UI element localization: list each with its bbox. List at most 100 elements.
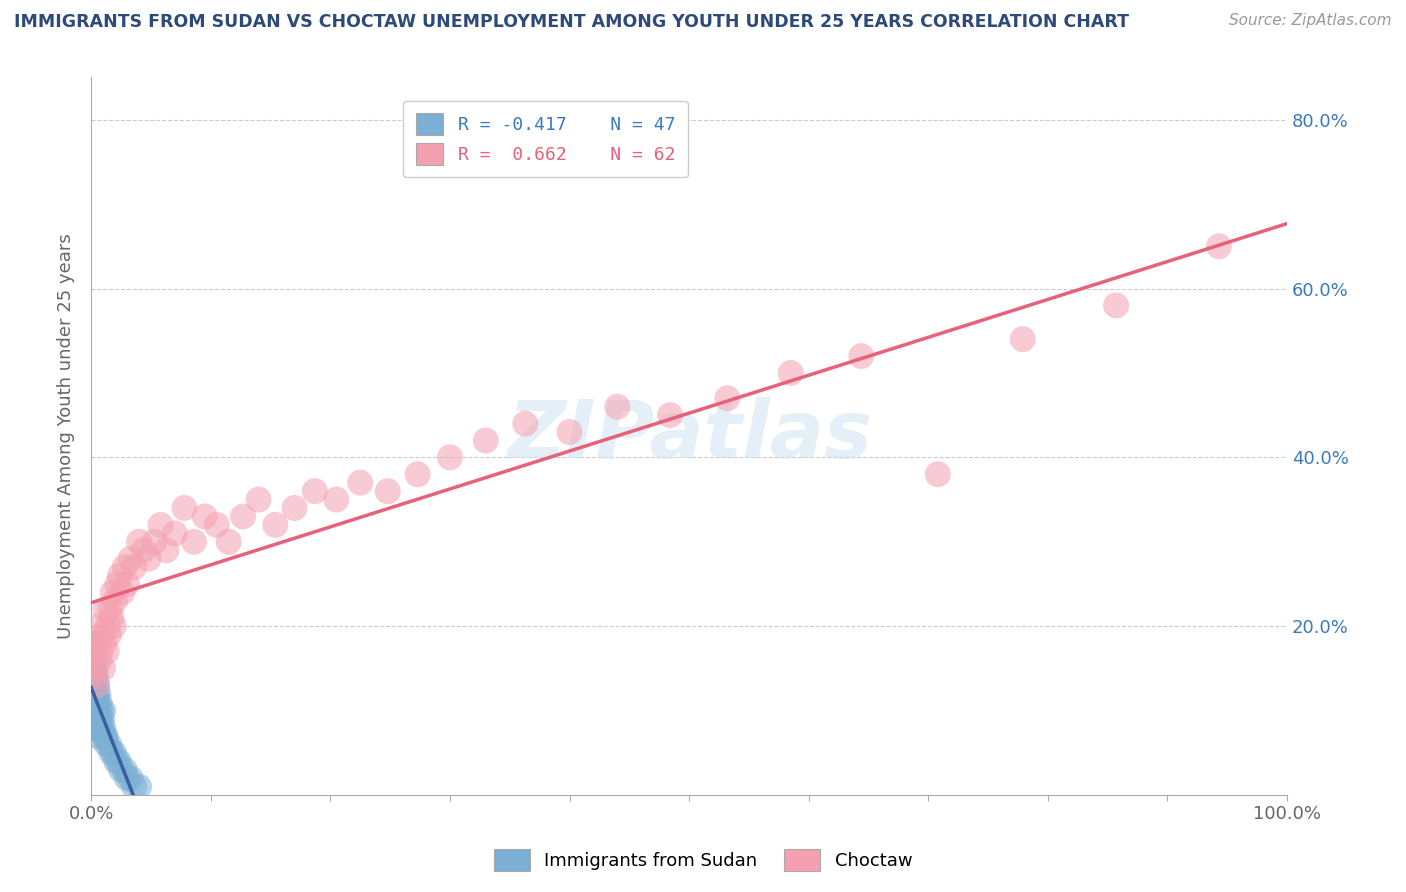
Point (283, 501, 305, 516)
Point (90, 644, 112, 658)
Point (1105, 298, 1128, 312)
Point (83, 644, 105, 658)
Point (82, 653, 104, 667)
Point (173, 501, 195, 516)
Point (91, 661, 114, 675)
Point (103, 746, 125, 760)
Point (205, 517, 228, 532)
Point (406, 467, 429, 482)
Point (304, 484, 326, 499)
Point (659, 408, 682, 422)
Point (82, 704, 104, 718)
Point (779, 366, 801, 380)
Point (439, 450, 461, 465)
Text: ZIPatlas: ZIPatlas (506, 397, 872, 475)
Y-axis label: Unemployment Among Youth under 25 years: Unemployment Among Youth under 25 years (58, 234, 75, 640)
Point (83, 670, 105, 684)
Point (115, 771, 138, 785)
Point (377, 484, 399, 499)
Point (83, 704, 105, 718)
Point (114, 560, 136, 574)
Point (138, 551, 160, 566)
Point (247, 492, 270, 507)
Point (114, 763, 136, 777)
Point (98, 602, 121, 616)
Point (84, 661, 107, 675)
Point (349, 475, 371, 490)
Point (101, 585, 124, 599)
Point (83, 653, 105, 667)
Point (606, 400, 628, 414)
Point (1208, 239, 1230, 253)
Point (96, 738, 118, 752)
Point (90, 627, 112, 641)
Point (475, 434, 498, 448)
Point (86, 619, 108, 633)
Point (83, 636, 105, 650)
Point (107, 577, 129, 591)
Point (1011, 332, 1033, 346)
Point (107, 754, 129, 768)
Point (515, 417, 537, 431)
Text: IMMIGRANTS FROM SUDAN VS CHOCTAW UNEMPLOYMENT AMONG YOUTH UNDER 25 YEARS CORRELA: IMMIGRANTS FROM SUDAN VS CHOCTAW UNEMPLO… (14, 13, 1129, 31)
Point (87, 636, 110, 650)
Point (89, 712, 111, 726)
Point (82, 670, 104, 684)
Point (84, 721, 107, 735)
Point (558, 425, 581, 439)
Point (83, 712, 105, 726)
Point (264, 517, 287, 532)
Point (86, 678, 108, 692)
Point (87, 704, 110, 718)
Point (851, 349, 873, 363)
Point (103, 619, 125, 633)
Point (132, 543, 155, 558)
Point (97, 619, 120, 633)
Point (143, 534, 166, 549)
Point (163, 526, 186, 541)
Text: Source: ZipAtlas.com: Source: ZipAtlas.com (1229, 13, 1392, 29)
Point (90, 704, 112, 718)
Point (98, 738, 121, 752)
Point (232, 509, 254, 524)
Point (87, 687, 110, 701)
Point (120, 551, 142, 566)
Point (111, 585, 134, 599)
Point (183, 534, 205, 549)
Point (100, 611, 122, 625)
Point (325, 492, 347, 507)
Point (96, 644, 118, 658)
Point (115, 577, 138, 591)
Point (82, 687, 104, 701)
Point (86, 678, 108, 692)
Point (155, 543, 177, 558)
Point (93, 636, 115, 650)
Point (83, 695, 105, 709)
Point (716, 391, 738, 405)
Point (91, 704, 114, 718)
Point (93, 729, 115, 743)
Point (105, 754, 128, 768)
Point (83, 721, 105, 735)
Legend: Immigrants from Sudan, Choctaw: Immigrants from Sudan, Choctaw (486, 842, 920, 879)
Point (83, 687, 105, 701)
Point (84, 670, 107, 684)
Point (122, 560, 145, 574)
Point (122, 780, 145, 794)
Point (108, 568, 131, 582)
Point (94, 729, 117, 743)
Point (100, 746, 122, 760)
Point (84, 704, 107, 718)
Point (83, 670, 105, 684)
Point (94, 602, 117, 616)
Legend: R = -0.417    N = 47, R =  0.662    N = 62: R = -0.417 N = 47, R = 0.662 N = 62 (404, 101, 688, 178)
Point (194, 509, 217, 524)
Point (128, 534, 150, 549)
Point (104, 594, 127, 608)
Point (120, 771, 142, 785)
Point (86, 712, 108, 726)
Point (128, 780, 150, 794)
Point (84, 687, 107, 701)
Point (86, 729, 108, 743)
Point (86, 695, 108, 709)
